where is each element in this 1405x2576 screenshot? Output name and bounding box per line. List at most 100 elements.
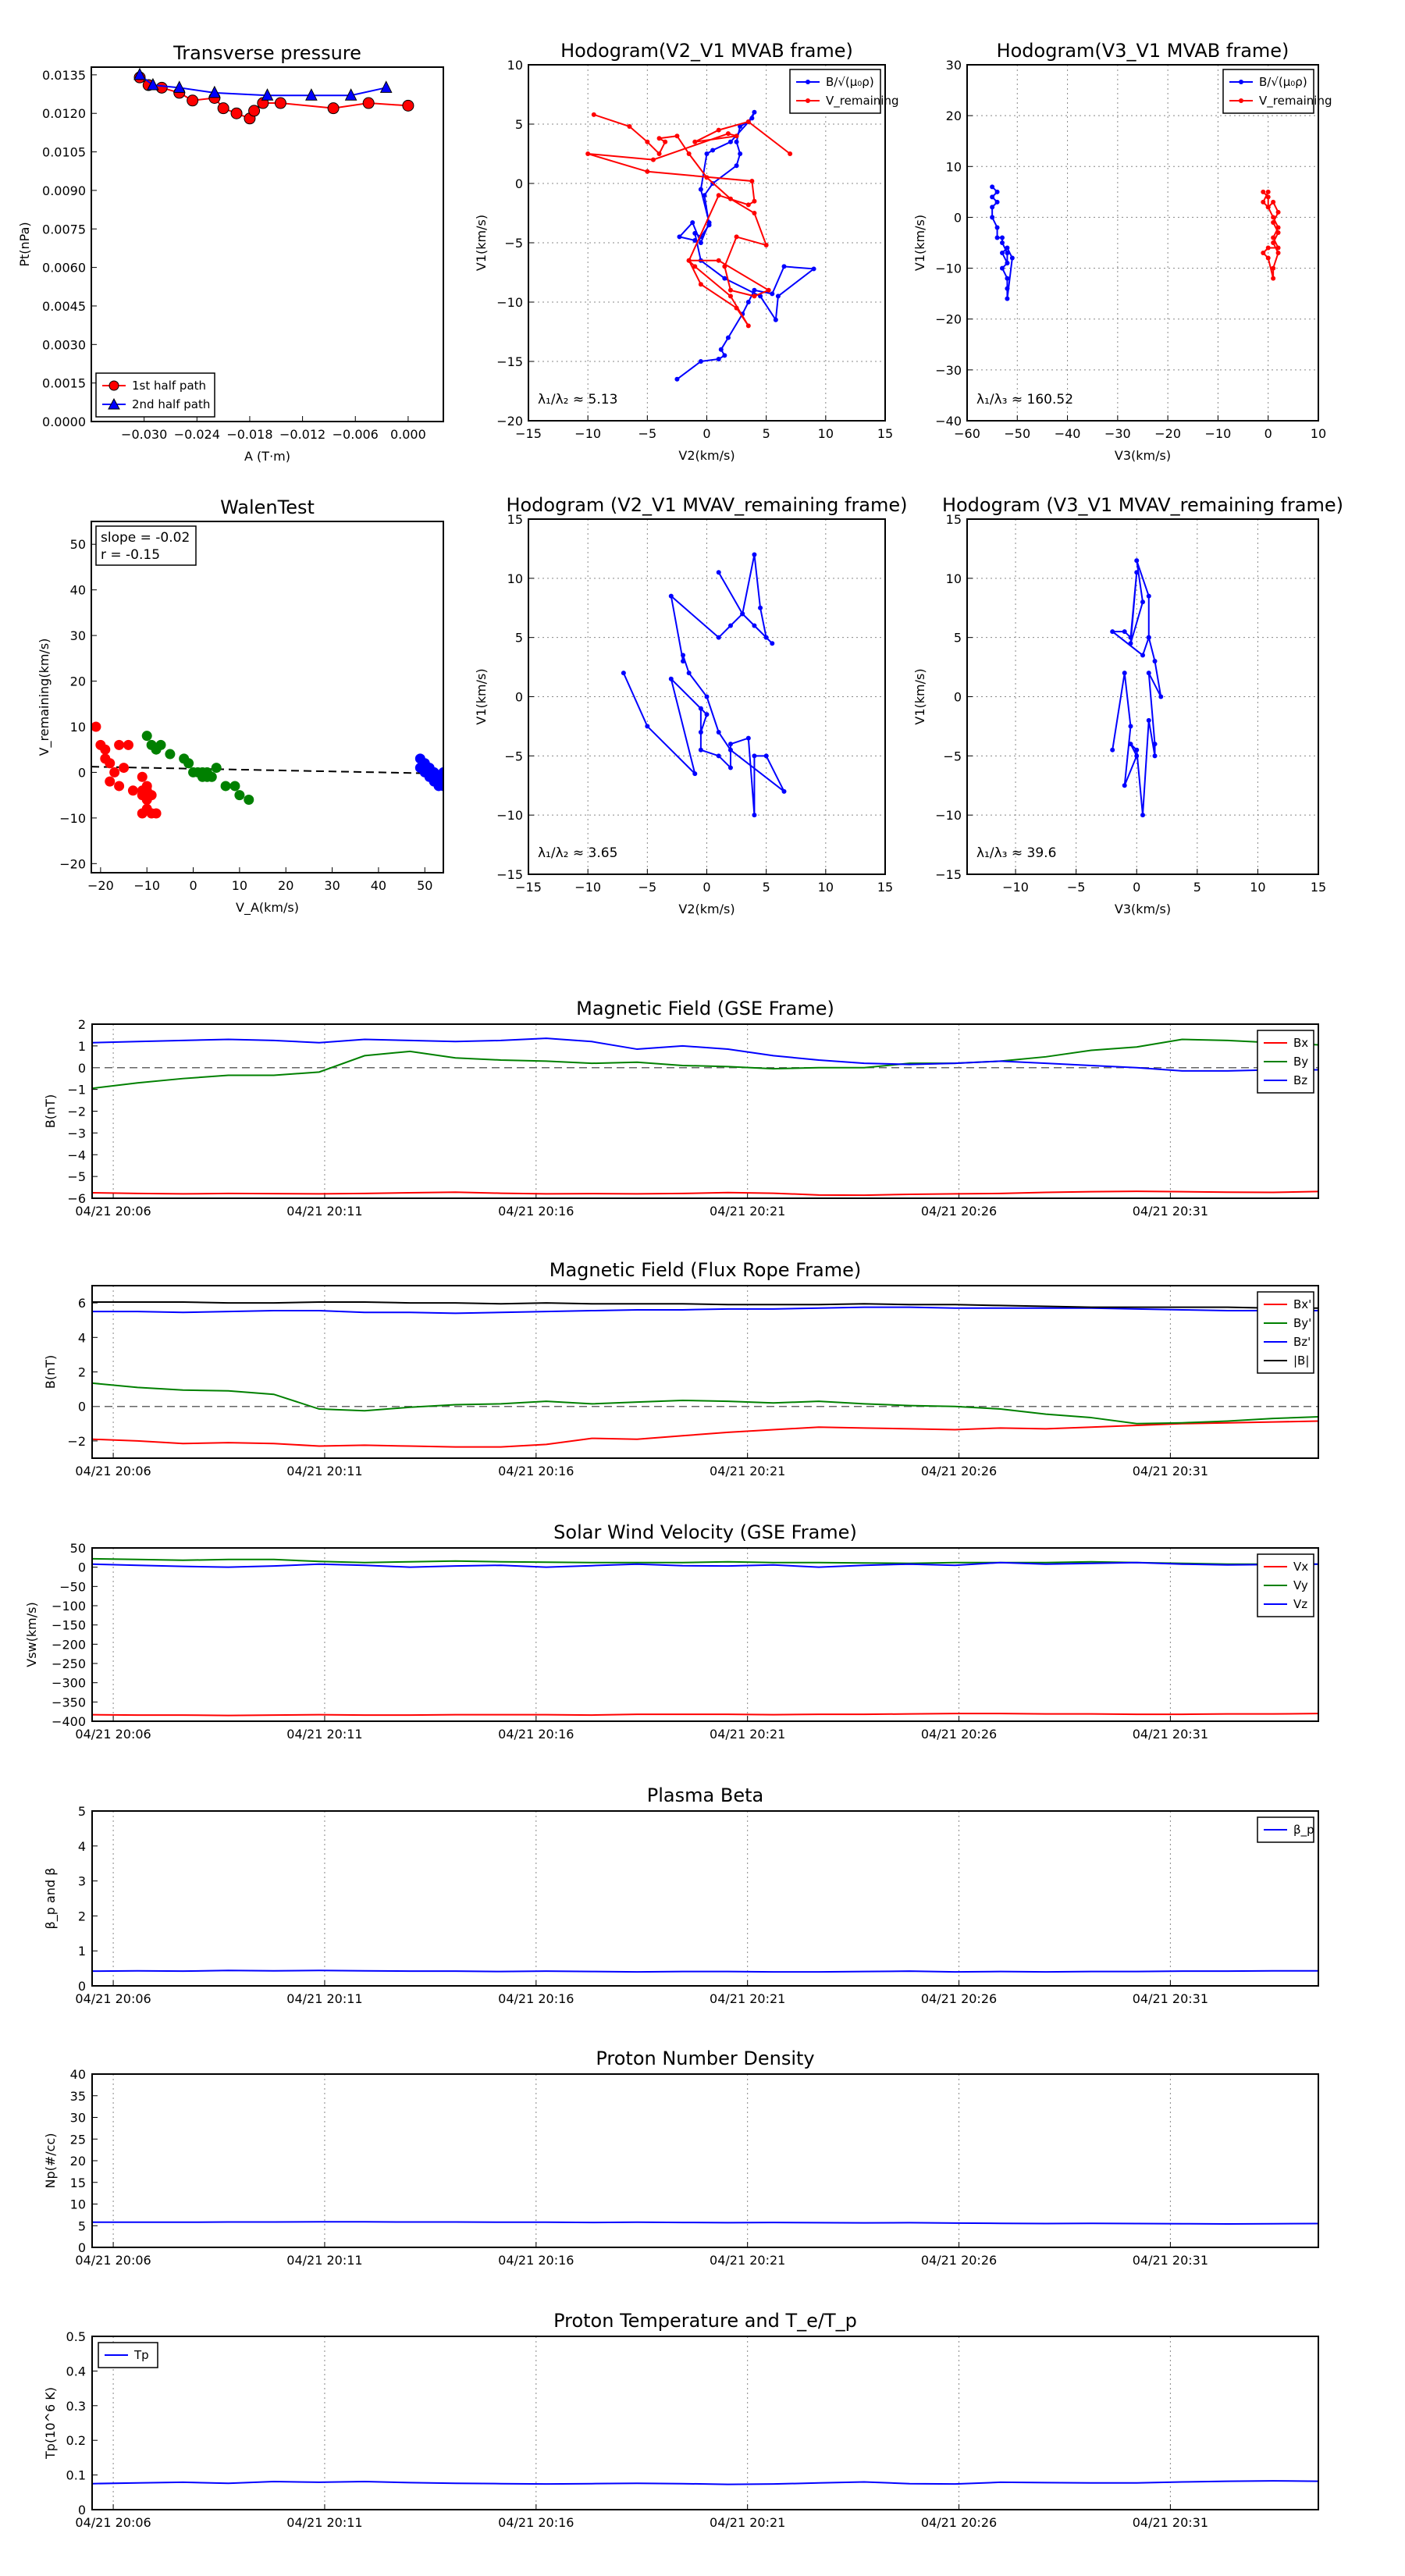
data-point — [698, 706, 703, 711]
x-tick-label: 04/21 20:31 — [1133, 1727, 1208, 1742]
data-point — [692, 230, 698, 236]
data-point — [727, 765, 733, 770]
chart-6-legend-label: By — [1293, 1055, 1308, 1069]
x-axis-label: V3(km/s) — [1115, 902, 1171, 916]
data-point — [716, 127, 721, 133]
data-point — [208, 85, 221, 98]
data-point — [1275, 245, 1281, 251]
y-tick-label: −10 — [935, 808, 962, 823]
y-tick-label: 40 — [70, 583, 86, 598]
data-point — [722, 264, 727, 269]
data-point — [766, 287, 771, 293]
x-tick-label: −10 — [133, 878, 160, 893]
chart-1: Hodogram(V2_V1 MVAB frame) −15 −10 −5 0 5 10 15… — [474, 40, 899, 463]
data-point — [248, 105, 261, 117]
x-tick-label: 04/21 20:11 — [286, 1991, 362, 2006]
chart-title: Hodogram(V3_V1 MVAB frame) — [997, 40, 1289, 62]
chart-2-legend — [1222, 69, 1314, 114]
series-line — [92, 1306, 1318, 1315]
y-tick-label: 20 — [946, 109, 962, 123]
x-tick-label: 50 — [417, 878, 432, 893]
y-tick-label: 0 — [78, 1400, 86, 1414]
chart-1-legend-marker — [806, 80, 810, 84]
data-point — [1128, 635, 1133, 640]
data-point — [752, 753, 757, 759]
y-tick-label: 0.1 — [66, 2468, 86, 2483]
data-point — [710, 148, 716, 153]
chart-8-legend-label: Vx — [1293, 1560, 1308, 1574]
data-point — [1005, 261, 1010, 266]
data-point — [752, 294, 757, 299]
y-tick-label: 0.0015 — [42, 376, 86, 391]
data-point — [734, 305, 739, 311]
plot-area — [92, 2480, 1318, 2485]
data-point — [738, 151, 743, 156]
data-point — [663, 139, 668, 144]
data-point — [725, 335, 731, 340]
data-point — [621, 671, 626, 676]
x-tick-label: 5 — [1193, 880, 1201, 895]
x-tick-label: 0 — [189, 878, 197, 893]
data-point — [725, 131, 731, 137]
x-tick-label: 0 — [1133, 880, 1140, 895]
plot-area — [92, 1037, 1318, 1197]
y-tick-label: −5 — [943, 749, 962, 763]
data-point — [1140, 653, 1145, 658]
x-tick-label: 10 — [818, 426, 834, 441]
data-point — [1271, 199, 1276, 205]
y-tick-label: 5 — [954, 631, 962, 646]
y-axis-label: V1(km/s) — [912, 668, 927, 724]
data-point — [704, 175, 710, 180]
plot-area — [1110, 558, 1164, 818]
data-point — [698, 359, 703, 364]
data-point — [990, 184, 995, 190]
plot-area — [92, 1557, 1318, 1717]
data-point — [645, 169, 650, 174]
data-point — [1261, 251, 1266, 256]
data-point — [773, 317, 778, 322]
x-tick-label: −40 — [1055, 426, 1081, 441]
y-tick-label: 1 — [78, 1039, 86, 1054]
plot-area — [133, 67, 414, 125]
x-axis-label: V2(km/s) — [678, 448, 735, 463]
chart-1-legend-label: B/√(μ₀ρ) — [826, 75, 874, 89]
x-tick-label: −20 — [87, 878, 114, 893]
data-point — [716, 570, 721, 575]
data-point — [686, 151, 692, 156]
axes-frame — [91, 1810, 1319, 1987]
data-point — [1146, 635, 1151, 640]
x-tick-label: −10 — [1205, 426, 1232, 441]
data-point — [716, 193, 721, 198]
chart-title: Proton Number Density — [596, 2048, 814, 2069]
data-point — [674, 376, 680, 382]
data-point — [727, 742, 733, 747]
y-tick-label: 0 — [78, 765, 86, 780]
data-point — [211, 763, 222, 774]
data-point — [775, 294, 781, 299]
x-tick-label: 04/21 20:16 — [498, 1727, 574, 1742]
x-tick-label: 04/21 20:16 — [498, 2253, 574, 2268]
y-tick-label: 10 — [946, 159, 962, 174]
x-tick-label: 15 — [1311, 880, 1326, 895]
data-point — [704, 712, 710, 717]
x-tick-label: 04/21 20:26 — [921, 1727, 997, 1742]
data-point — [686, 671, 692, 676]
data-point — [656, 151, 662, 156]
data-point — [147, 77, 159, 91]
x-tick-label: 04/21 20:16 — [498, 1991, 574, 2006]
x-tick-label: 04/21 20:11 — [286, 2515, 362, 2530]
data-point — [990, 194, 995, 200]
data-point — [811, 266, 816, 272]
data-point — [1271, 219, 1276, 225]
data-point — [438, 767, 443, 777]
data-point — [151, 808, 162, 819]
x-tick-label: 04/21 20:21 — [710, 1204, 785, 1219]
chart-title: Transverse pressure — [173, 42, 361, 64]
y-tick-label: −300 — [52, 1676, 86, 1691]
data-point — [155, 81, 168, 94]
data-point — [187, 94, 199, 107]
y-tick-label: 2 — [78, 1909, 86, 1923]
data-point — [745, 323, 751, 329]
x-tick-label: 04/21 20:26 — [921, 1991, 997, 2006]
y-axis-label: Vsw(km/s) — [24, 1602, 39, 1667]
